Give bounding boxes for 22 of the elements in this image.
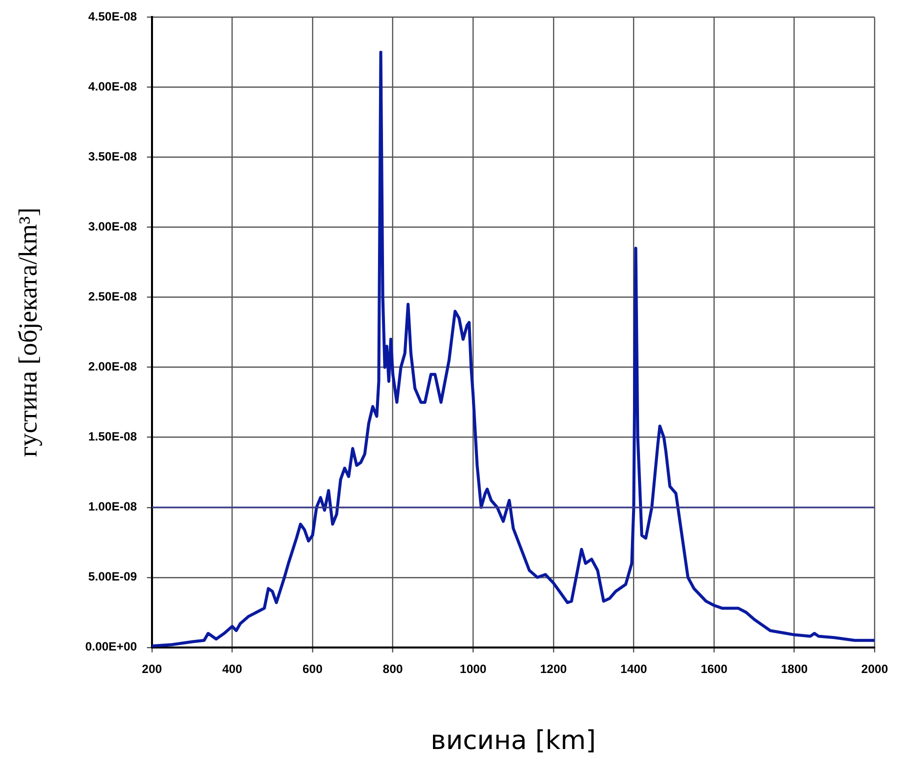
y-tick-label: 3.50E-08 <box>88 150 138 164</box>
y-tick-label: 5.00E-09 <box>88 570 138 584</box>
y-axis-title: густина [објеката/km³] <box>13 208 42 457</box>
x-tick-label: 1200 <box>540 662 568 676</box>
x-axis-title: висина [km] <box>430 726 596 756</box>
y-tick-label: 0.00E+00 <box>85 640 138 654</box>
x-tick-label: 400 <box>222 662 243 676</box>
y-tick-label: 1.50E-08 <box>88 430 138 444</box>
x-tick-label: 1600 <box>700 662 728 676</box>
x-tick-label: 800 <box>382 662 404 676</box>
x-tick-label: 200 <box>142 662 162 676</box>
y-tick-label: 2.00E-08 <box>88 360 138 374</box>
y-tick-label: 2.50E-08 <box>88 290 138 304</box>
x-tick-label: 2000 <box>861 662 888 676</box>
y-tick-label: 4.50E-08 <box>88 10 138 24</box>
y-tick-label: 4.00E-08 <box>88 80 138 94</box>
x-tick-label: 1000 <box>460 662 487 676</box>
x-tick-label: 1400 <box>620 662 648 676</box>
y-tick-label: 3.00E-08 <box>88 220 138 234</box>
y-tick-label: 1.00E-08 <box>88 500 138 514</box>
x-tick-label: 600 <box>302 662 323 676</box>
x-tick-label: 1800 <box>780 662 808 676</box>
